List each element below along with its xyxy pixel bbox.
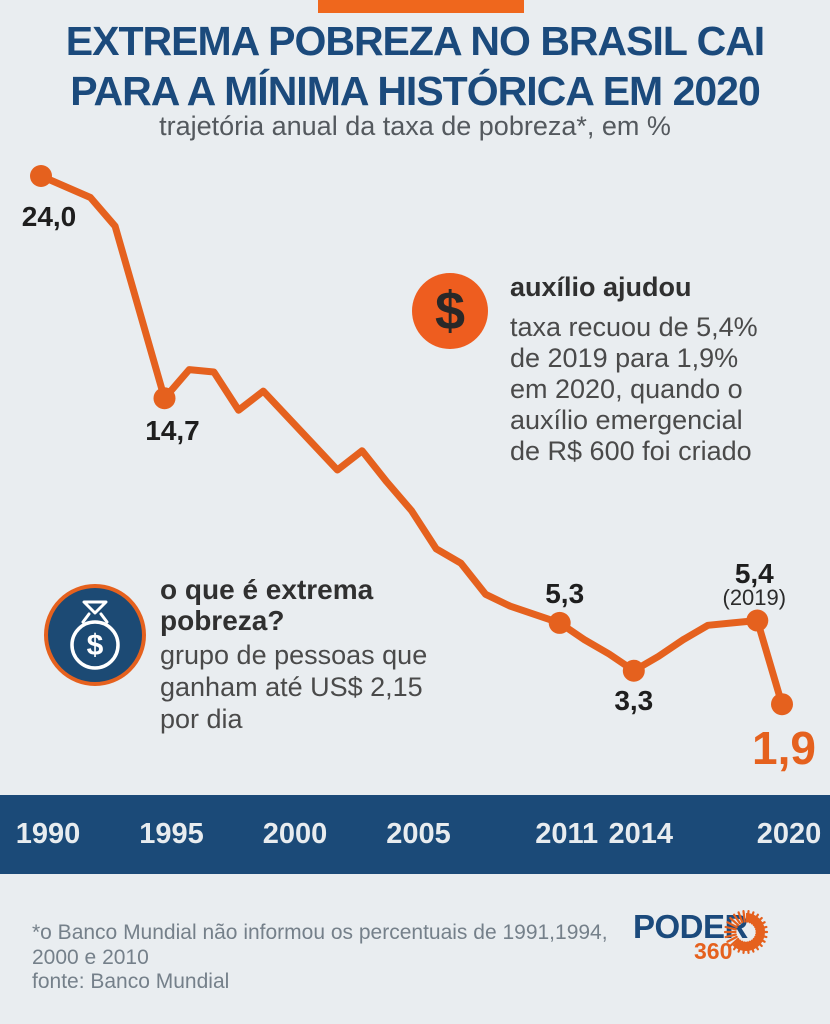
definition-annotation: o que é extrema pobreza? grupo de pessoa…: [160, 574, 480, 735]
poder360-logo-number: 360: [694, 938, 733, 964]
aid-annotation-body: taxa recuou de 5,4% de 2019 para 1,9% em…: [510, 312, 758, 466]
money-bag-icon: $: [44, 584, 146, 686]
page-title-line2: PARA A MÍNIMA HISTÓRICA EM 2020: [70, 68, 761, 114]
sunburst-icon: [723, 910, 769, 954]
trend-line-path: [37, 172, 786, 708]
x-axis-band: [0, 795, 830, 874]
x-axis-label-1995: 1995: [139, 818, 204, 850]
data-point-dot-2020: [771, 693, 793, 716]
aid-annotation-title: auxílio ajudou: [510, 272, 692, 302]
x-axis-label-2005: 2005: [386, 818, 451, 850]
page-title: EXTREMA POBREZA NO BRASIL CAI PARA A MÍN…: [0, 16, 830, 116]
x-axis-label-2000: 2000: [262, 818, 328, 850]
definition-annotation-body: grupo de pessoas que ganham até US$ 2,15…: [160, 640, 428, 734]
dollar-icon: $: [412, 273, 488, 349]
footnote: *o Banco Mundial não informou os percent…: [32, 921, 608, 969]
top-accent-bar: [318, 0, 524, 13]
data-point-dot-1995: [153, 387, 176, 410]
dollar-glyph: $: [434, 281, 466, 341]
page-subtitle: trajetória anual da taxa de pobreza*, em…: [159, 111, 671, 141]
svg-text:$: $: [87, 629, 104, 662]
definition-annotation-title: o que é extrema pobreza?: [160, 574, 374, 636]
x-axis-label-1990: 1990: [15, 818, 81, 850]
aid-annotation: auxílio ajudou taxa recuou de 5,4% de 20…: [510, 272, 760, 467]
source-note: fonte: Banco Mundial: [32, 970, 230, 993]
x-axis-label-2020: 2020: [756, 818, 822, 850]
x-axis-label-2014: 2014: [608, 818, 674, 850]
money-bag-glyph: $: [70, 600, 120, 670]
page-title-line1: EXTREMA POBREZA NO BRASIL CAI: [65, 18, 765, 64]
data-point-dot-2014: [622, 659, 645, 682]
poder360-logo-text: PODER: [633, 908, 748, 945]
data-point-dot-2019: [746, 609, 769, 632]
data-point-dot-1990: [30, 165, 52, 187]
x-axis-label-2011: 2011: [535, 818, 599, 850]
data-point-dot-2011: [548, 611, 571, 634]
